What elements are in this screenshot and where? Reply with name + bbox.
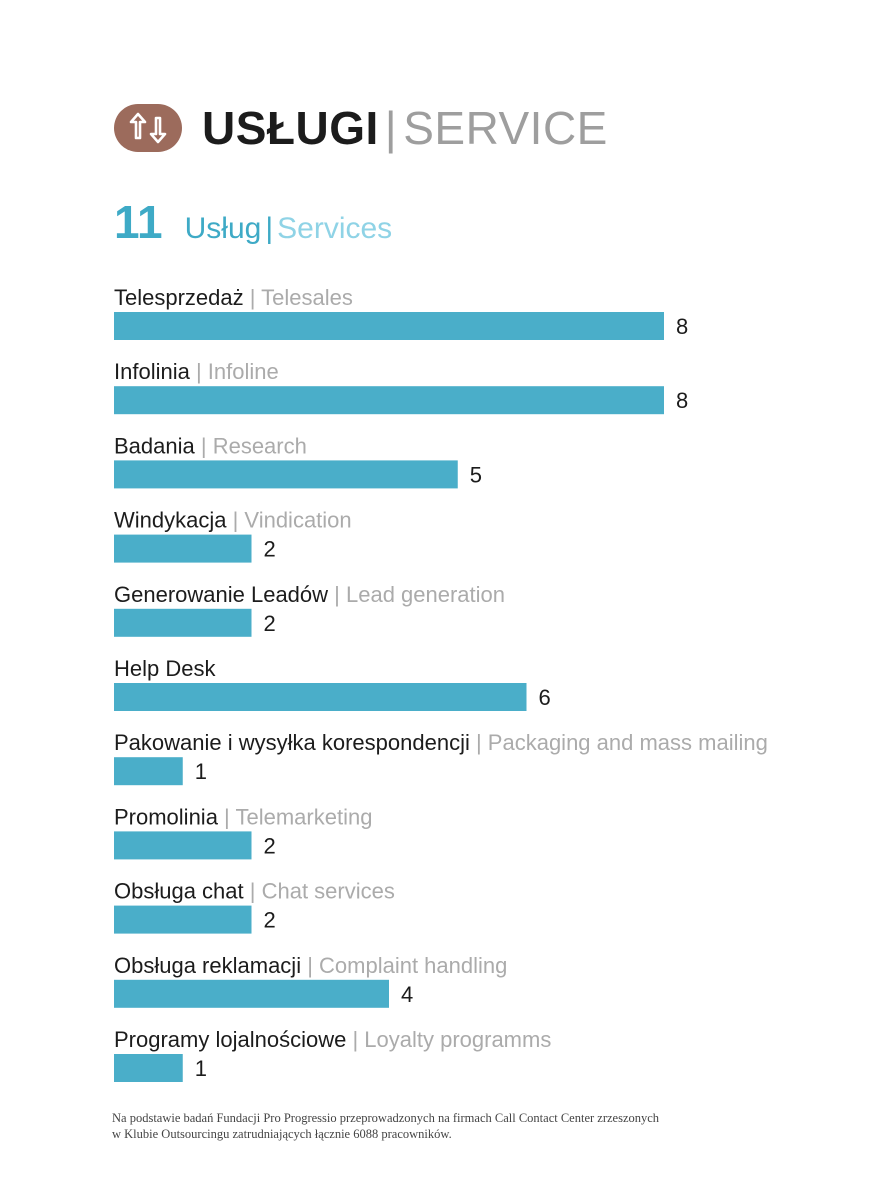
services-bar-chart: Telesprzedaż | Telesales 8 Infolinia | Inf… <box>114 285 768 1082</box>
category-label-en: | Complaint handling <box>301 953 507 978</box>
services-badge <box>114 104 182 152</box>
bar-telesprzedaz <box>114 312 664 340</box>
value-label-obsluga-chat: 2 <box>264 908 276 933</box>
title-pl: USŁUGI <box>202 102 379 154</box>
value-label-programy-lojalnosciowe: 1 <box>195 1056 207 1081</box>
bar-programy-lojalnosciowe <box>114 1054 183 1082</box>
services-count: 11 <box>114 196 163 248</box>
category-label-infolinia: Infolinia | Infoline <box>114 359 279 384</box>
subheading-separator: | <box>265 212 274 245</box>
category-label-pl: Obsługa chat <box>114 879 244 904</box>
category-label-pl: Windykacja <box>114 508 227 533</box>
subheading-en: Services <box>277 212 393 245</box>
category-label-en: | Vindication <box>226 508 351 533</box>
services-count-heading: 11 Usług | Services <box>114 195 392 249</box>
category-label-generowanie-leadow: Generowanie Leadów | Lead generation <box>114 582 505 607</box>
bar-promolinia <box>114 831 252 860</box>
category-label-pakowanie-i-wysylka-korespondencji: Pakowanie i wysyłka korespondencji | Pac… <box>114 730 768 755</box>
category-label-pl: Infolinia <box>114 359 191 384</box>
footnote-line-2: w Klubie Outsourcingu zatrudniających łą… <box>112 1127 452 1141</box>
value-label-generowanie-leadow: 2 <box>264 611 276 636</box>
category-label-promolinia: Promolinia | Telemarketing <box>114 804 372 829</box>
category-label-pl: Pakowanie i wysyłka korespondencji <box>114 730 470 755</box>
value-label-infolinia: 8 <box>676 388 688 413</box>
category-label-en: | Lead generation <box>328 582 505 607</box>
category-label-help-desk: Help Desk <box>114 656 216 681</box>
footnote: Na podstawie badań Fundacji Pro Progress… <box>112 1110 752 1142</box>
category-label-pl: Generowanie Leadów <box>114 582 328 607</box>
value-label-badania: 5 <box>470 462 482 487</box>
bar-obsluga-chat <box>114 905 252 934</box>
value-label-obsluga-reklamacji: 4 <box>401 982 413 1007</box>
category-label-pl: Badania <box>114 433 196 458</box>
category-label-windykacja: Windykacja | Vindication <box>114 508 352 533</box>
bar-help-desk <box>114 683 527 711</box>
bar-obsluga-reklamacji <box>114 979 389 1008</box>
category-label-programy-lojalnosciowe: Programy lojalnościowe | Loyalty program… <box>114 1027 551 1052</box>
subheading-pl: Usług <box>184 212 262 245</box>
category-label-pl: Telesprzedaż <box>114 285 244 310</box>
bar-pakowanie-i-wysylka-korespondencji <box>114 757 183 786</box>
category-label-en: | Packaging and mass mailing <box>470 730 768 755</box>
value-label-windykacja: 2 <box>264 537 276 562</box>
up-down-arrows-icon <box>129 112 167 144</box>
category-label-en: | Chat services <box>244 879 395 904</box>
page-title: USŁUGI | SERVICE <box>202 102 608 154</box>
title-en: SERVICE <box>403 102 608 154</box>
category-label-pl: Promolinia <box>114 804 219 829</box>
category-label-en: | Infoline <box>190 359 279 384</box>
category-label-en: | Telesales <box>244 285 353 310</box>
footnote-line-1: Na podstawie badań Fundacji Pro Progress… <box>112 1111 660 1125</box>
bar-badania <box>114 460 458 489</box>
bar-generowanie-leadow <box>114 608 252 637</box>
title-separator: | <box>384 102 398 154</box>
category-label-pl: Help Desk <box>114 656 216 681</box>
category-label-badania: Badania | Research <box>114 433 307 458</box>
category-label-obsluga-chat: Obsługa chat | Chat services <box>114 879 395 904</box>
category-label-obsluga-reklamacji: Obsługa reklamacji | Complaint handling <box>114 953 507 978</box>
category-label-en: | Loyalty programms <box>346 1027 551 1052</box>
value-label-promolinia: 2 <box>264 833 276 858</box>
bar-infolinia <box>114 386 664 415</box>
value-label-help-desk: 6 <box>539 685 551 710</box>
value-label-pakowanie-i-wysylka-korespondencji: 1 <box>195 759 207 784</box>
bar-windykacja <box>114 534 252 563</box>
category-label-en: | Telemarketing <box>218 804 373 829</box>
header: USŁUGI | SERVICE <box>114 102 608 154</box>
category-label-pl: Obsługa reklamacji <box>114 953 301 978</box>
category-label-en: | Research <box>195 433 307 458</box>
category-label-pl: Programy lojalnościowe <box>114 1027 346 1052</box>
value-label-telesprzedaz: 8 <box>676 314 688 339</box>
category-label-telesprzedaz: Telesprzedaż | Telesales <box>114 285 353 310</box>
